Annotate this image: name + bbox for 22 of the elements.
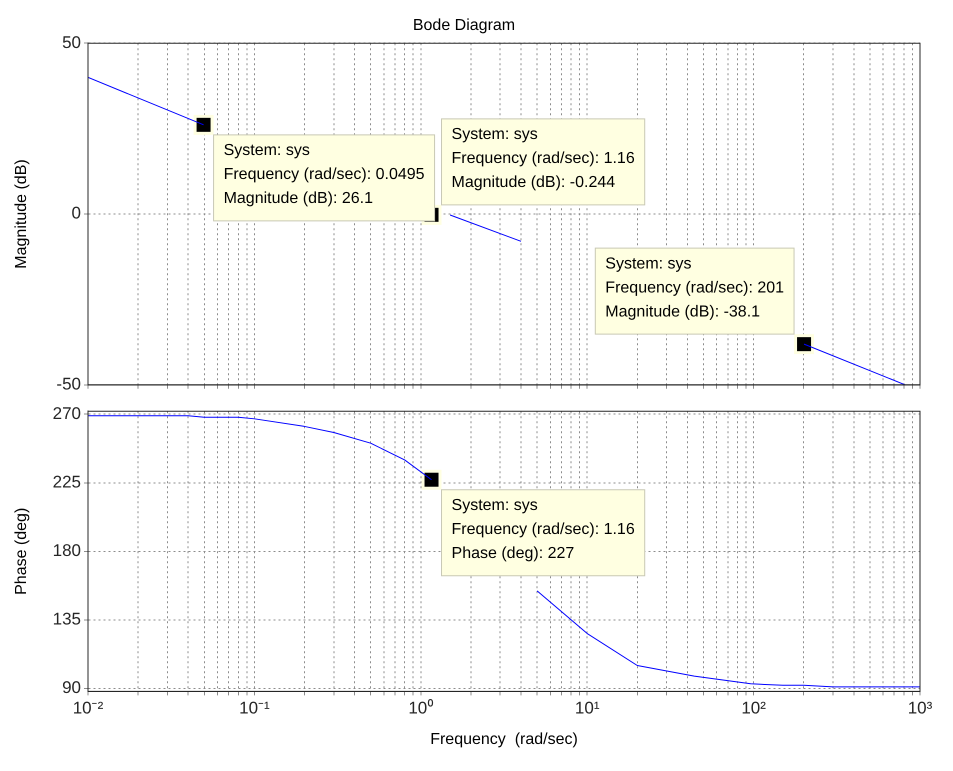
annotation: System: sys Frequency (rad/sec): 0.0495 Magnitude (dB): 26.1: [224, 142, 425, 208]
y-tick-label: 90: [62, 678, 81, 698]
y-tick-label: 225: [52, 472, 81, 492]
annotation: System: sys Frequency (rad/sec): 1.16 Magnitude (dB): -0.244: [452, 126, 635, 192]
x-tick-label: 10⁻²: [72, 698, 104, 718]
y-tick-label: 0: [72, 204, 81, 223]
y-tick-label: 270: [52, 404, 81, 423]
y-tick-label: 180: [52, 540, 81, 560]
annotation: System: sys Frequency (rad/sec): 201 Magnitude (dB): -38.1: [605, 256, 784, 321]
chart-title: Bode Diagram: [412, 17, 516, 34]
x-tick-label: 10¹: [574, 698, 600, 718]
x-tick-label: 10²: [741, 698, 766, 718]
y-axis-title: Phase (deg): [13, 508, 30, 595]
y-tick-label: -50: [56, 374, 81, 394]
y-tick-label: 50: [62, 32, 81, 52]
y-tick-label: 135: [52, 610, 81, 629]
x-tick-label: 10³: [908, 698, 933, 718]
annotation: System: sys Frequency (rad/sec): 1.16 Phase (deg): 227: [452, 497, 635, 562]
x-axis-title: Frequency (rad/sec): [430, 730, 578, 748]
x-tick-label: 10⁰: [408, 698, 434, 718]
x-tick-label: 10⁻¹: [239, 698, 270, 718]
y-axis-title: Magnitude (dB): [13, 159, 30, 269]
